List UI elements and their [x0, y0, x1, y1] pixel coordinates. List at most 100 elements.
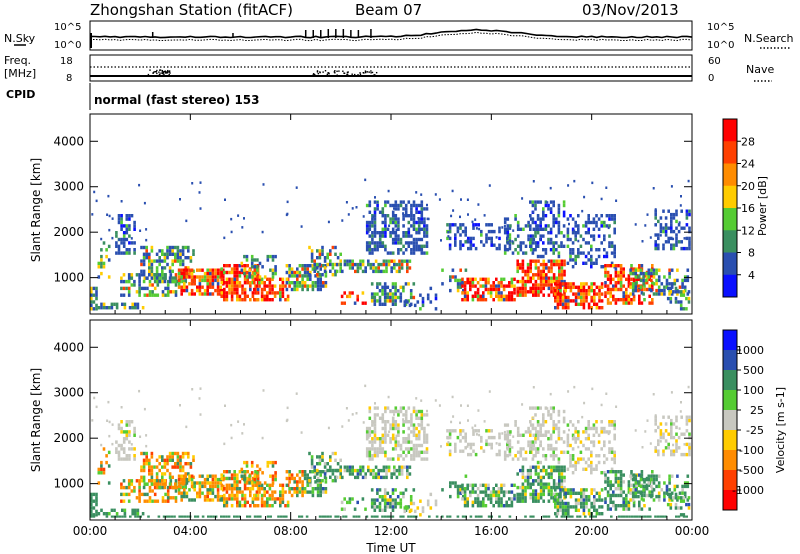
power-cell — [365, 224, 369, 228]
velocity-cell — [214, 477, 217, 482]
velocity-cell — [236, 497, 239, 501]
velocity-cell — [675, 418, 678, 423]
velocity-cell — [484, 490, 488, 494]
velocity-cell — [683, 494, 687, 499]
power-cell — [679, 293, 683, 297]
velocity-cell — [556, 505, 560, 509]
power-cell — [150, 266, 154, 270]
power-cell — [469, 240, 473, 244]
nsky-tick-high: 10^5 — [54, 22, 81, 33]
power-cell — [389, 231, 392, 235]
velocity-cell — [638, 500, 641, 504]
power-cell — [662, 226, 665, 230]
power-cell — [177, 282, 181, 286]
power-cell — [95, 199, 98, 203]
velocity-cell — [622, 504, 625, 508]
nave-point — [316, 71, 319, 73]
velocity-cell — [585, 498, 588, 502]
power-cell — [238, 298, 242, 302]
power-cell — [403, 300, 407, 304]
power-cell — [605, 214, 609, 218]
power-cell — [542, 207, 545, 211]
power-cell — [359, 266, 362, 270]
velocity-cell — [125, 492, 128, 497]
power-cell — [498, 229, 501, 234]
power-cell — [223, 291, 226, 295]
power-cell — [593, 299, 596, 303]
velocity-cell — [135, 479, 139, 483]
velocity-cell — [151, 489, 154, 493]
velocity-cell — [313, 475, 316, 479]
velocity-cell — [228, 487, 231, 491]
power-cell — [423, 227, 426, 231]
power-cell — [402, 217, 405, 221]
velocity-cell — [584, 430, 588, 434]
power-cell — [639, 278, 643, 283]
velocity-cell — [500, 504, 503, 508]
power-cell — [184, 256, 187, 260]
power-cell — [248, 268, 251, 272]
power-cell — [492, 284, 495, 288]
velocity-cell — [368, 450, 372, 454]
velocity-cell — [290, 473, 294, 477]
velocity-cell — [531, 457, 535, 461]
velocity-cell — [288, 476, 291, 481]
velocity-cell — [385, 472, 388, 476]
power-cell — [687, 300, 691, 304]
velocity-cell — [260, 504, 264, 508]
velocity-cell — [614, 480, 618, 484]
power-cell — [185, 271, 189, 276]
velocity-cell — [508, 442, 512, 447]
power-cell — [403, 259, 406, 263]
power-cell — [376, 241, 379, 245]
power-cell — [663, 292, 666, 296]
power-cell — [122, 286, 126, 291]
power-cell — [404, 248, 408, 252]
power-cell — [545, 276, 548, 280]
velocity-cell — [607, 432, 610, 436]
power-cell — [148, 279, 152, 284]
power-cell — [319, 267, 322, 271]
power-cell — [419, 307, 422, 311]
power-cell — [590, 289, 593, 293]
power-cell — [524, 286, 527, 291]
velocity-cell — [376, 491, 379, 495]
power-cell — [364, 266, 367, 270]
velocity-cell — [373, 508, 377, 512]
velocity-cell — [198, 474, 202, 478]
power-cell — [460, 198, 462, 201]
velocity-cell — [220, 476, 223, 481]
velocity-cell — [469, 515, 473, 518]
power-cell — [537, 286, 540, 291]
power-cell — [370, 295, 374, 300]
power-cell — [404, 203, 408, 208]
power-cell — [471, 284, 475, 288]
power-cell — [266, 298, 269, 302]
velocity-cell — [546, 407, 549, 410]
velocity-cell — [492, 493, 495, 498]
velocity-cell — [387, 468, 391, 473]
velocity-cell — [179, 465, 182, 469]
velocity-cell — [310, 458, 314, 462]
power-cell — [95, 307, 98, 311]
velocity-cell — [634, 494, 638, 499]
velocity-cell — [373, 406, 377, 410]
power-cell — [574, 299, 578, 303]
velocity-cell — [559, 491, 562, 495]
velocity-cell — [139, 435, 142, 438]
velocity-cell — [584, 515, 587, 518]
power-cell — [415, 227, 418, 231]
power-cell — [138, 183, 141, 187]
power-cell — [316, 281, 320, 285]
power-cell — [198, 292, 202, 296]
velocity-cell — [574, 437, 577, 441]
velocity-cell — [487, 493, 490, 498]
velocity-cell — [209, 498, 212, 502]
power-cell — [569, 258, 572, 262]
power-cell — [110, 306, 114, 310]
power-cell — [236, 294, 239, 298]
power-cell — [622, 294, 625, 298]
power-cell — [263, 294, 266, 298]
power-cell — [402, 200, 405, 204]
power-cell — [539, 217, 542, 221]
